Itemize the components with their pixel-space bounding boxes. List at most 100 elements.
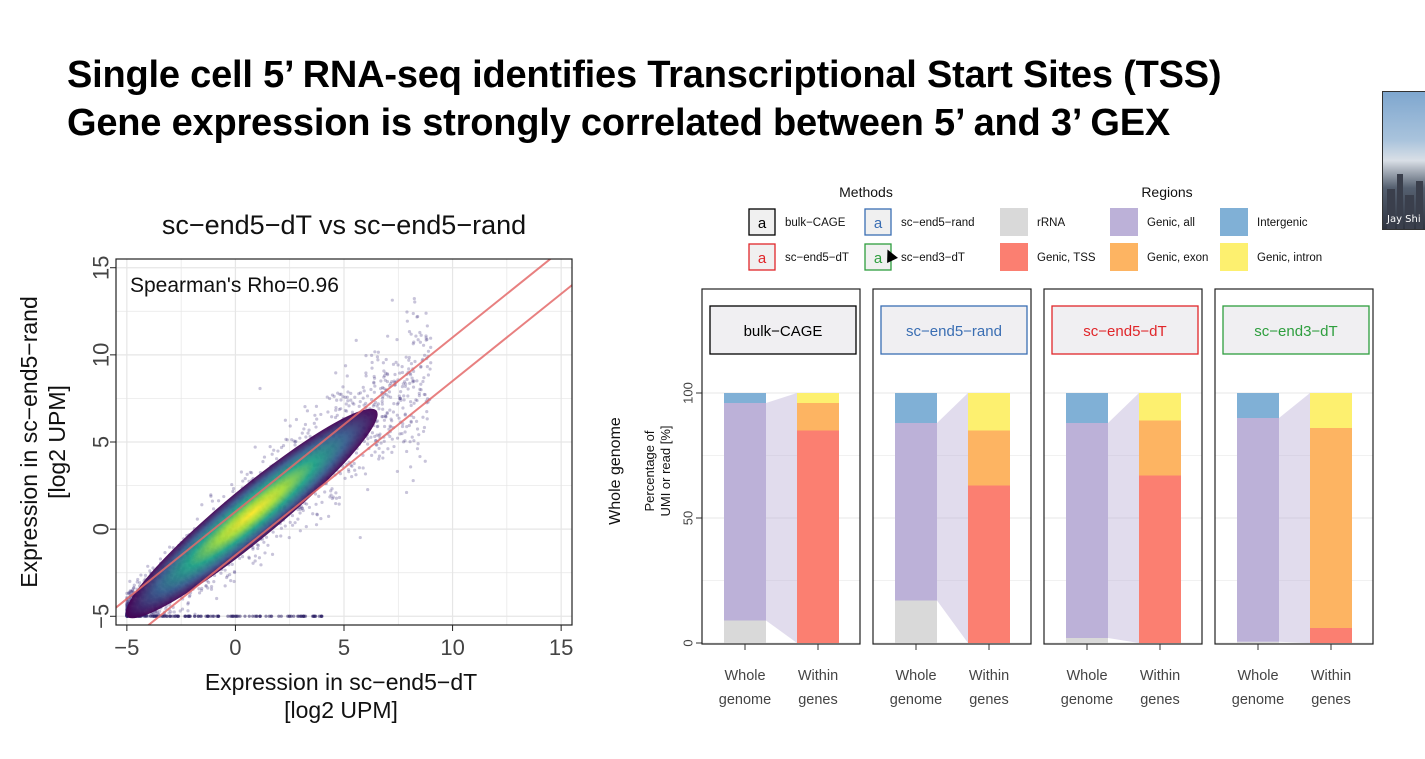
data-point <box>411 385 416 389</box>
data-point <box>372 374 376 379</box>
data-point <box>425 417 429 421</box>
data-point <box>358 400 362 404</box>
reference-line-1 <box>116 259 552 609</box>
data-point <box>391 362 396 366</box>
bar-segment-within-genes <box>968 393 1010 431</box>
data-point <box>327 514 331 518</box>
data-point <box>364 371 368 375</box>
data-point <box>375 424 379 429</box>
data-point <box>163 551 167 555</box>
data-point-floor <box>216 614 220 618</box>
data-point <box>232 579 236 584</box>
data-point <box>127 590 132 594</box>
data-point <box>423 393 427 397</box>
x-tick-label-line-1: Within <box>1140 668 1180 684</box>
data-point <box>405 377 409 382</box>
data-point <box>354 473 358 477</box>
data-point <box>421 429 426 434</box>
data-point-floor <box>176 614 181 618</box>
data-point <box>247 556 251 560</box>
data-point-floor <box>319 614 324 618</box>
data-point <box>262 540 266 544</box>
data-point <box>303 422 308 427</box>
y-tick-label: 0 <box>89 523 114 535</box>
data-point-floor <box>264 614 268 618</box>
data-point <box>382 369 386 373</box>
data-point <box>387 427 391 431</box>
data-point <box>369 387 373 392</box>
data-point <box>204 584 208 588</box>
data-point <box>407 358 411 362</box>
data-point <box>381 407 385 411</box>
data-point <box>418 387 422 391</box>
data-point <box>418 340 422 344</box>
data-point <box>369 435 373 439</box>
data-point <box>370 360 374 365</box>
data-point <box>410 376 414 380</box>
legend-region-label: Genic, all <box>1147 217 1195 229</box>
data-point <box>341 385 345 389</box>
data-point <box>314 502 318 506</box>
data-point <box>366 442 370 446</box>
slide-title-line-2: Gene expression is strongly correlated b… <box>67 102 1171 144</box>
data-point <box>125 601 129 605</box>
data-point <box>376 350 380 354</box>
chart-title: sc−end5−dT vs sc−end5−rand <box>162 210 526 240</box>
bar-segment-whole-genome <box>1237 418 1279 642</box>
plot-area <box>116 259 572 625</box>
data-point <box>415 315 419 319</box>
data-point <box>344 402 348 406</box>
data-point <box>259 563 263 567</box>
data-point <box>231 489 235 494</box>
data-point <box>349 463 353 467</box>
data-point-floor <box>289 614 293 618</box>
data-point <box>398 371 402 375</box>
data-point <box>330 496 334 501</box>
data-point <box>372 376 377 380</box>
data-point <box>402 394 406 398</box>
data-point <box>264 535 269 539</box>
data-point <box>298 436 302 440</box>
data-point <box>343 395 347 399</box>
data-point <box>396 363 400 367</box>
data-point <box>243 476 247 481</box>
data-point <box>395 436 400 440</box>
legend-region-swatch <box>1220 208 1248 236</box>
data-point <box>126 591 131 595</box>
data-point <box>311 512 315 516</box>
data-point <box>253 554 257 558</box>
legend-method-key <box>864 243 892 271</box>
data-point <box>287 535 291 540</box>
data-point <box>377 434 381 438</box>
data-point <box>314 404 319 408</box>
data-point <box>146 564 150 568</box>
data-point <box>382 424 387 429</box>
data-point <box>384 415 388 419</box>
data-point <box>343 408 347 413</box>
bar-segment-within-genes <box>797 403 839 431</box>
data-point <box>421 343 426 347</box>
data-point-floor <box>188 614 192 618</box>
data-point <box>424 311 428 315</box>
data-point-floor <box>209 614 213 618</box>
reference-line-2 <box>146 283 572 625</box>
data-point <box>395 469 399 474</box>
data-point <box>167 611 171 615</box>
x-tick-label: 15 <box>549 635 573 660</box>
data-point <box>390 298 394 302</box>
x-tick-label-line-1: Whole <box>724 668 765 684</box>
data-point <box>412 415 416 420</box>
data-point <box>308 434 312 438</box>
data-point <box>132 583 136 587</box>
data-point <box>379 379 383 383</box>
data-point <box>225 574 230 578</box>
data-point <box>373 450 377 454</box>
data-point <box>270 452 274 456</box>
data-point <box>249 471 254 475</box>
data-point <box>300 506 304 511</box>
data-point <box>331 495 335 499</box>
data-point <box>272 448 276 452</box>
data-point <box>400 385 405 389</box>
data-point-floor <box>299 614 304 618</box>
data-point <box>397 397 402 401</box>
